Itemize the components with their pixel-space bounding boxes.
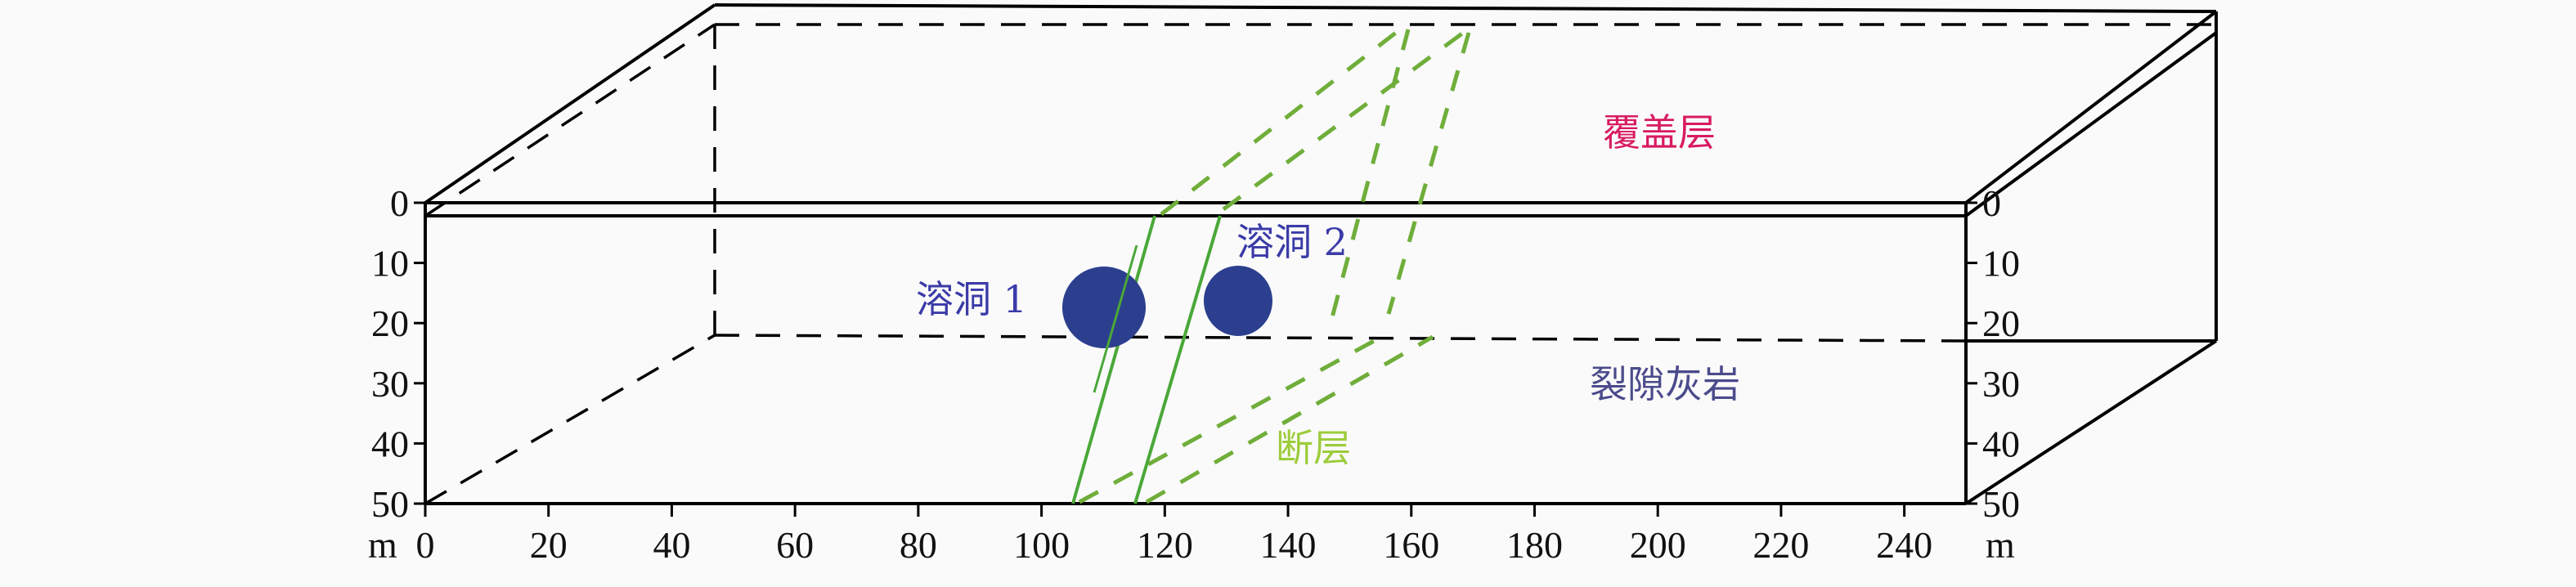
x-tick-label: 160 xyxy=(1383,524,1439,566)
x-tick-label: 40 xyxy=(653,524,690,566)
fractured-limestone-label: 裂隙灰岩 xyxy=(1590,362,1740,406)
depth-tick-label-left: 10 xyxy=(371,243,409,285)
x-tick-label: 20 xyxy=(530,524,568,566)
depth-tick-label-left: 40 xyxy=(371,423,409,464)
x-axis-ticks: 0 20 40 60 80 100 120 140 160 180 200 220 240 xyxy=(416,504,1932,566)
x-tick-label: 140 xyxy=(1260,524,1317,566)
fault-planes xyxy=(1071,28,1471,504)
cover-layer-label: 覆盖层 xyxy=(1603,110,1716,155)
cave-2-label: 溶洞 2 xyxy=(1236,220,1348,264)
x-unit-label-left: m xyxy=(368,524,397,566)
depth-tick-label-right: 0 xyxy=(1982,182,2001,224)
depth-tick-label-right: 10 xyxy=(1982,243,2020,285)
x-tick-label: 240 xyxy=(1876,524,1932,566)
x-tick-label: 120 xyxy=(1137,524,1193,566)
x-unit-label-right: m xyxy=(1986,524,2015,566)
depth-tick-label-right: 30 xyxy=(1982,363,2020,405)
x-tick-label: 100 xyxy=(1013,524,1070,566)
depth-tick-label-left: 30 xyxy=(371,363,409,405)
depth-tick-label-left: 50 xyxy=(371,483,409,525)
cave-1 xyxy=(1062,267,1146,348)
depth-tick-label-left: 20 xyxy=(371,302,409,344)
x-tick-label: 220 xyxy=(1752,524,1809,566)
depth-axis-ticks: 0 0 10 10 20 20 30 30 40 40 50 50 xyxy=(371,182,2020,525)
box-frame xyxy=(424,3,2218,505)
depth-tick-label-right: 20 xyxy=(1982,302,2020,344)
x-tick-label: 200 xyxy=(1630,524,1686,566)
x-tick-label: 60 xyxy=(776,524,814,566)
x-tick-label: 180 xyxy=(1506,524,1563,566)
depth-tick-label-right: 50 xyxy=(1982,483,2020,525)
depth-tick-label-left: 0 xyxy=(390,182,409,224)
cave-1-label: 溶洞 1 xyxy=(916,277,1027,321)
x-tick-label: 0 xyxy=(416,524,435,566)
depth-tick-label-right: 40 xyxy=(1982,423,2020,464)
fault-label: 断层 xyxy=(1276,426,1351,470)
x-tick-label: 80 xyxy=(900,524,937,566)
cave-2 xyxy=(1204,266,1272,336)
